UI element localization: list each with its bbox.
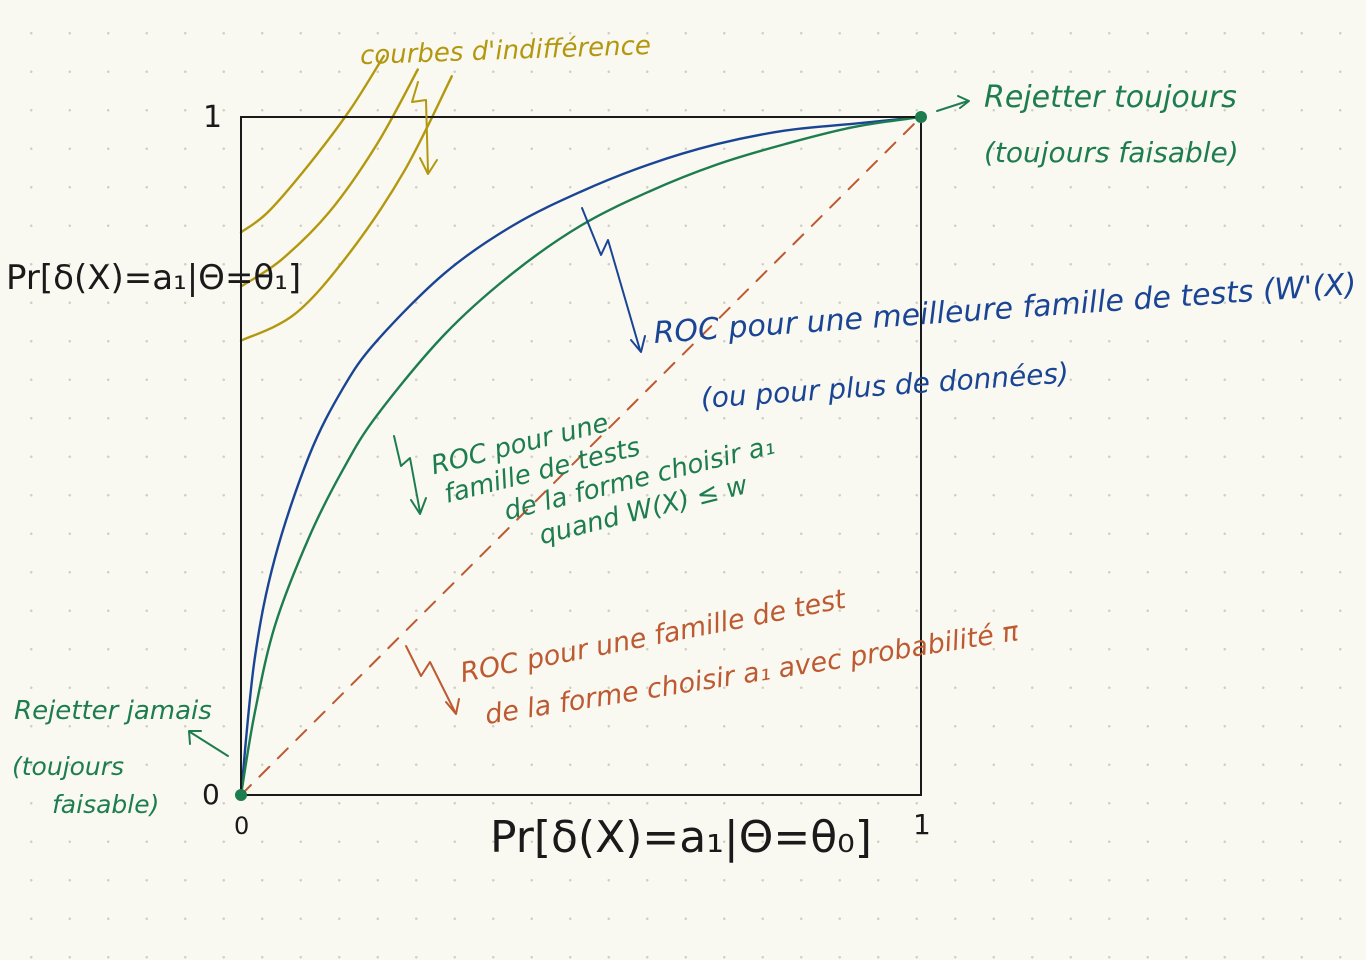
- always-reject-note: (toujours faisable): [984, 136, 1239, 169]
- better-family-label: ROC pour une meilleure famille de tests …: [652, 261, 1366, 352]
- better-family-arrow: [581, 207, 641, 351]
- never-reject-note-1: (toujours: [12, 752, 125, 781]
- always-reject-arrowhead: [957, 95, 970, 109]
- roc-curve-random: [240, 116, 922, 796]
- always-reject-label: Rejetter toujours: [984, 80, 1237, 115]
- indifference-curve-1: [239, 54, 385, 234]
- always-reject-point: [915, 111, 927, 123]
- never-reject-arrowhead: [188, 730, 202, 745]
- never-reject-point: [235, 789, 247, 801]
- never-reject-label: Rejetter jamais: [14, 696, 212, 726]
- roc-curve-family: [239, 115, 923, 797]
- better-family-note: (ou pour plus de données): [699, 356, 1070, 416]
- y-min-tick: 0: [202, 778, 220, 811]
- x-max-tick: 1: [913, 808, 931, 841]
- indifference-curve-2: [239, 68, 419, 288]
- never-reject-arrow: [189, 731, 229, 757]
- better-family-arrowhead: [630, 335, 646, 353]
- y-max-tick: 1: [203, 100, 223, 135]
- indifference-curve-3: [239, 75, 453, 342]
- test-family-annotation: ROC pour une famille de tests de la form…: [428, 385, 778, 573]
- indifference-arrowhead: [419, 157, 438, 175]
- test-family-arrow: [393, 435, 421, 513]
- curves-layer: [239, 54, 923, 797]
- indifference-label: courbes d'indifférence: [359, 30, 652, 72]
- y-axis-label: Pr[δ(X)=a₁|Θ=θ₁]: [6, 258, 302, 298]
- always-reject-arrow: [936, 100, 969, 112]
- test-family-arrowhead: [410, 497, 427, 515]
- x-axis-label: Pr[δ(X)=a₁|Θ=θ₀]: [490, 812, 872, 863]
- random-family-arrow: [405, 645, 456, 713]
- roc-curve-better: [239, 115, 923, 797]
- arrows: [188, 81, 970, 757]
- never-reject-note-2: faisable): [52, 790, 160, 819]
- x-min-tick: 0: [234, 812, 250, 840]
- indifference-arrow: [411, 81, 429, 173]
- random-family-arrowhead: [445, 698, 460, 715]
- plot-frame: [240, 116, 922, 796]
